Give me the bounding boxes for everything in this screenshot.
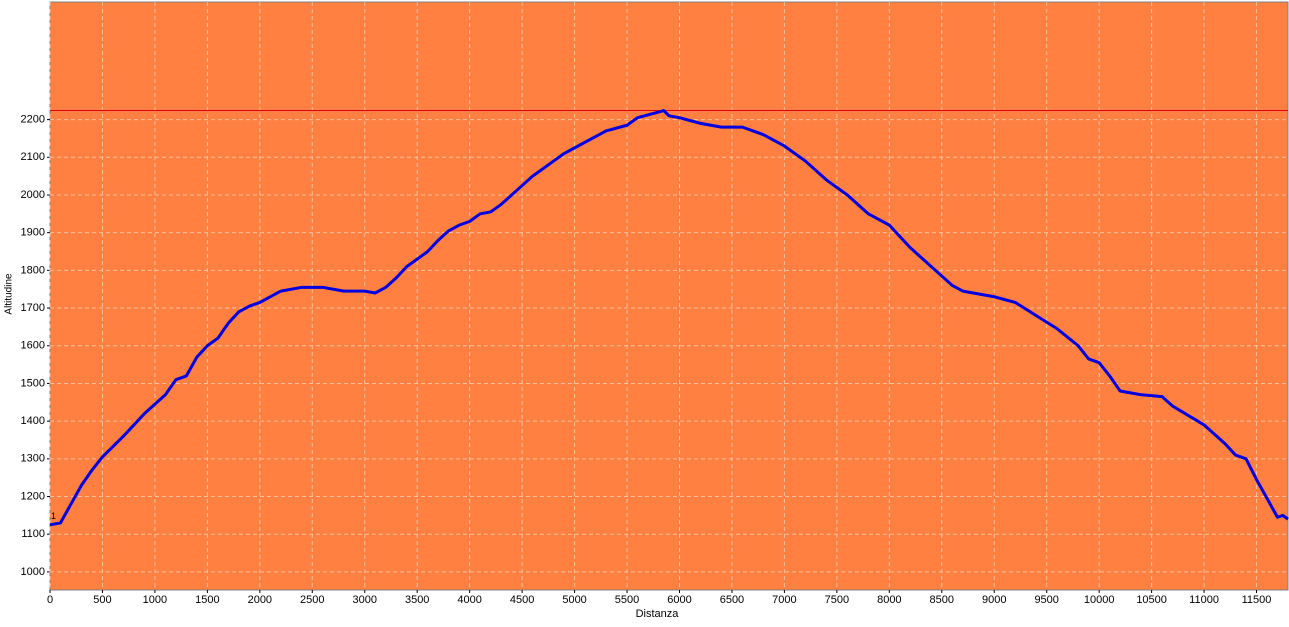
x-tick-label: 11500 bbox=[1242, 594, 1272, 606]
x-tick-label: 10500 bbox=[1136, 594, 1167, 606]
x-tick-label: 0 bbox=[47, 594, 53, 606]
x-tick-label: 5000 bbox=[562, 594, 586, 606]
x-tick-label: 6000 bbox=[667, 594, 691, 606]
x-tick-label: 3000 bbox=[353, 594, 377, 606]
y-tick-label: 1000 bbox=[21, 566, 45, 578]
x-tick-label: 4000 bbox=[457, 594, 481, 606]
x-tick-label: 3500 bbox=[405, 594, 429, 606]
x-tick-label: 9000 bbox=[982, 594, 1006, 606]
y-tick-label: 2200 bbox=[21, 114, 45, 126]
x-tick-label: 8000 bbox=[877, 594, 901, 606]
x-tick-label: 7500 bbox=[825, 594, 849, 606]
x-tick-label: 11000 bbox=[1189, 594, 1219, 606]
y-tick-label: 1700 bbox=[21, 302, 45, 314]
y-tick-label: 1800 bbox=[21, 264, 45, 276]
y-tick-label: 2000 bbox=[21, 189, 45, 201]
x-tick-label: 4500 bbox=[510, 594, 534, 606]
x-tick-label: 6500 bbox=[720, 594, 744, 606]
x-tick-label: 2500 bbox=[300, 594, 324, 606]
y-tick-label: 1900 bbox=[21, 227, 45, 239]
x-tick-label: 1500 bbox=[195, 594, 219, 606]
x-tick-label: 9500 bbox=[1034, 594, 1058, 606]
start-annotation: 1 bbox=[51, 511, 56, 521]
y-tick-label: 1200 bbox=[21, 490, 45, 502]
x-tick-label: 5500 bbox=[615, 594, 639, 606]
x-tick-label: 7000 bbox=[772, 594, 796, 606]
x-tick-label: 8500 bbox=[930, 594, 954, 606]
y-tick-label: 1300 bbox=[21, 453, 45, 465]
y-tick-label: 2100 bbox=[21, 151, 45, 163]
y-axis-label: Altitudine bbox=[4, 273, 15, 315]
y-tick-label: 1600 bbox=[21, 340, 45, 352]
elevation-line bbox=[49, 109, 1289, 527]
y-tick-label: 1500 bbox=[21, 377, 45, 389]
y-tick-label: 1100 bbox=[21, 528, 45, 540]
x-tick-label: 500 bbox=[93, 594, 111, 606]
x-tick-label: 1000 bbox=[143, 594, 167, 606]
x-tick-label: 2000 bbox=[248, 594, 272, 606]
plot-area bbox=[49, 1, 1289, 591]
x-axis-label: Distanza bbox=[636, 608, 680, 620]
x-tick-label: 10000 bbox=[1084, 594, 1115, 606]
y-tick-label: 1400 bbox=[21, 415, 45, 427]
